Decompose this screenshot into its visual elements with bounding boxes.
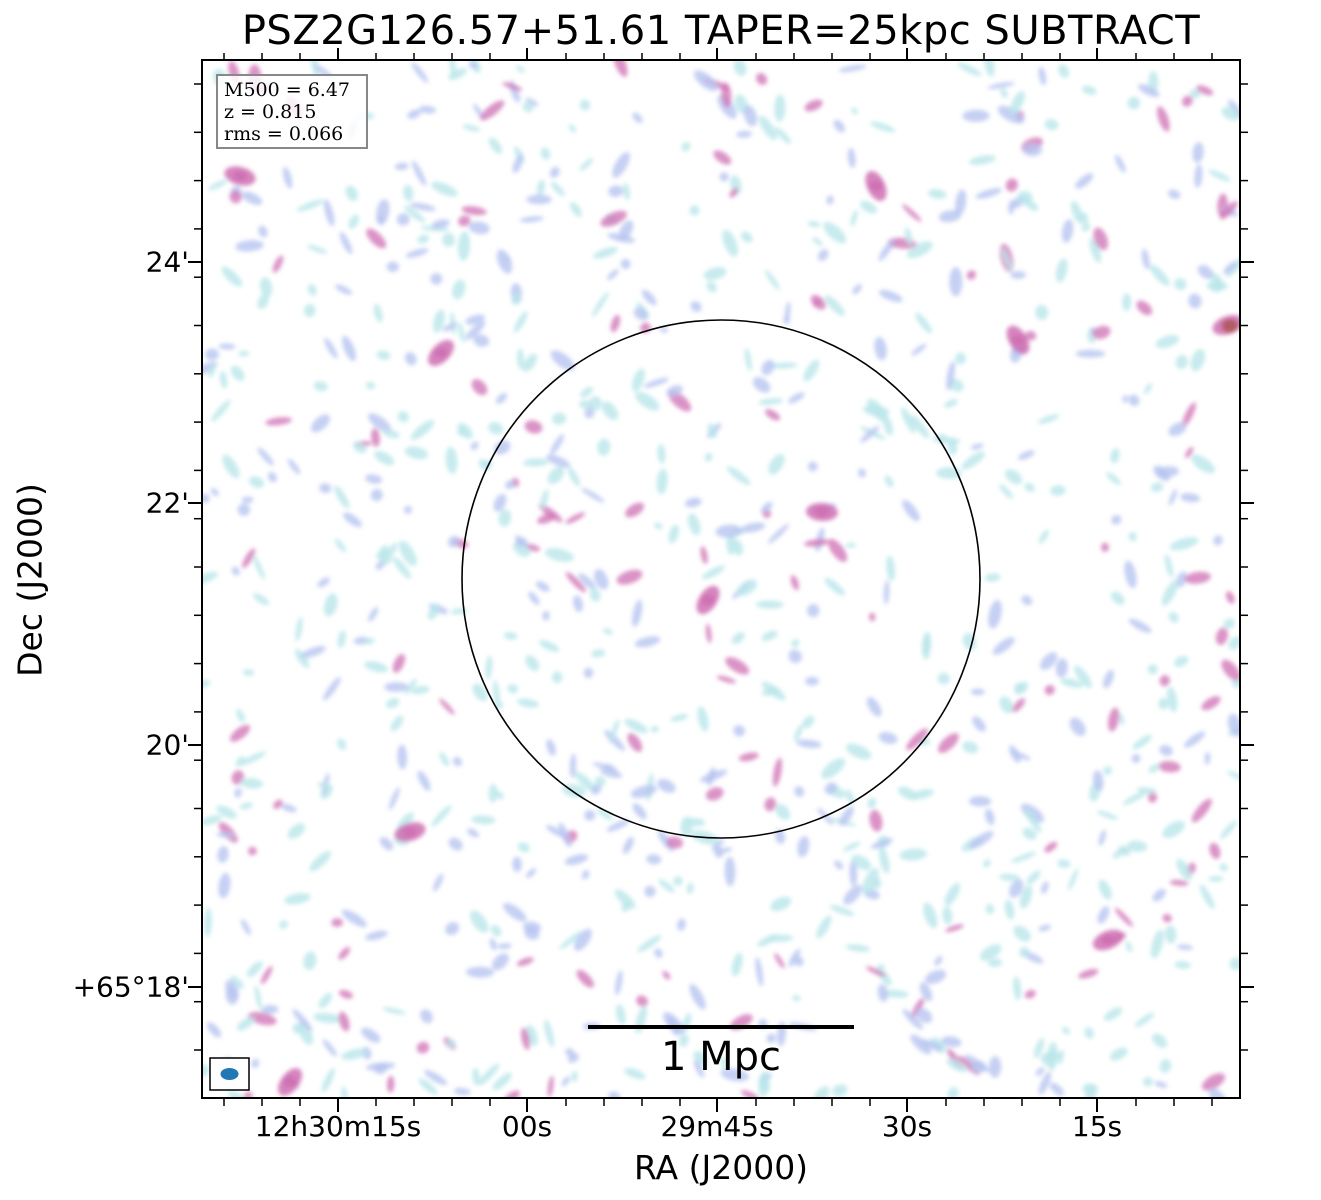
x-tick-label: 15s (1071, 1110, 1123, 1143)
emission-layer (202, 60, 1240, 1098)
scale-bar-label: 1 Mpc (660, 1034, 782, 1080)
beam-ellipse (220, 1068, 239, 1080)
beam-box (209, 1057, 250, 1091)
y-tick-label: 24' (145, 245, 189, 279)
axis-ticks (188, 48, 1254, 1112)
x-tick-label: 00s (501, 1110, 553, 1143)
redshift-text: z = 0.815 (224, 101, 317, 123)
rms-text: rms = 0.066 (224, 123, 344, 145)
y-tick-label: +65°18' (72, 970, 189, 1004)
y-tick-label: 20' (145, 728, 189, 762)
x-tick-label: 29m45s (660, 1110, 774, 1143)
info-box: M500 = 6.47 z = 0.815 rms = 0.066 (216, 74, 368, 149)
x-tick-label: 30s (881, 1110, 933, 1143)
x-axis-label: RA (J2000) (633, 1148, 809, 1187)
x-tick-label: 12h30m15s (254, 1110, 422, 1143)
plot-title: PSZ2G126.57+51.61 TAPER=25kpc SUBTRACT (241, 8, 1201, 54)
r500-circle (461, 319, 981, 839)
y-tick-label: 22' (145, 486, 189, 520)
m500-text: M500 = 6.47 (224, 79, 351, 101)
plot-frame (201, 59, 1241, 1099)
